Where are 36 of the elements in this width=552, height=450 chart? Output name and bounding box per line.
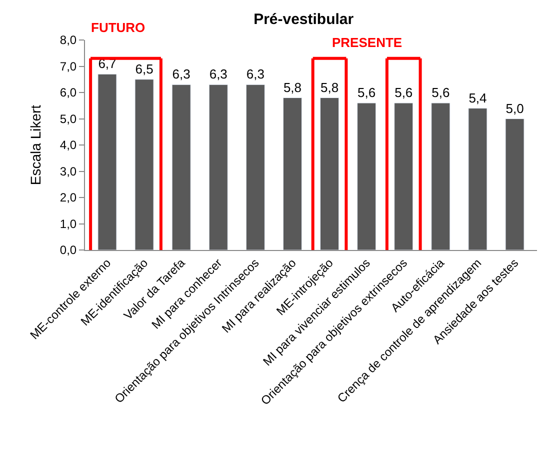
bar [282,98,302,250]
y-tick-label: 4,0 [60,138,77,152]
data-label: 5,6 [432,85,450,100]
data-label: 6,5 [135,61,154,76]
data-label: 6,3 [172,66,190,82]
data-label: 5,8 [283,80,302,95]
data-label: 5,4 [468,90,487,106]
y-tick-label: 8,0 [60,33,77,48]
data-label: 6,3 [209,66,228,82]
y-axis-title: Escala Likert [28,104,44,186]
y-tick-label: 0,0 [60,243,77,258]
y-tick-label: 6,0 [60,86,77,100]
bar [98,74,117,250]
data-label: 5,8 [320,80,339,95]
data-label: 5,6 [358,85,376,100]
bar [505,118,524,250]
chart-title: Pré-vestibular [254,11,354,28]
y-tick-label: 5,0 [60,112,77,126]
data-label: 6,3 [246,66,264,82]
bar [172,84,191,250]
bar [246,84,265,250]
bar [357,102,376,250]
y-tick-label: 7,0 [60,59,77,74]
data-label: 5,6 [394,85,413,100]
bar [431,102,450,250]
bar [208,84,228,250]
bar [134,79,154,250]
bar [394,102,414,250]
text: FUTURO [91,20,146,35]
y-tick-label: 2,0 [60,190,77,205]
y-tick-label: 1,0 [60,216,77,231]
annotation: PRESENTE [332,35,402,50]
y-tick-label: 3,0 [60,164,77,178]
data-label: 5,0 [506,100,524,116]
bar [320,98,340,250]
bar [468,108,488,250]
